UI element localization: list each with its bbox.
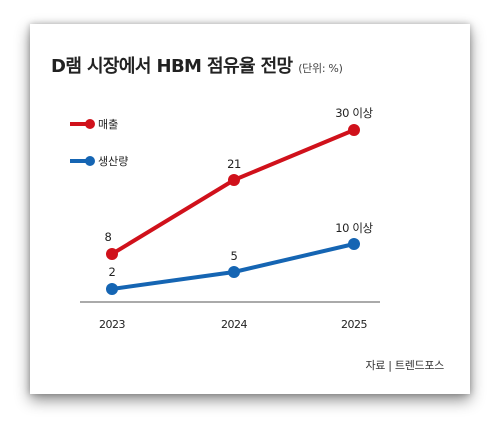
legend-label: 생산량 xyxy=(98,155,128,168)
x-tick-label: 2023 xyxy=(99,318,125,331)
data-point xyxy=(106,283,118,295)
data-point xyxy=(348,124,360,136)
data-point xyxy=(228,174,240,186)
data-label: 5 xyxy=(231,249,238,263)
x-tick-label: 2024 xyxy=(221,318,247,331)
data-point xyxy=(348,238,360,250)
legend-marker xyxy=(85,156,95,166)
legend-label: 매출 xyxy=(98,118,118,131)
data-label: 10 이상 xyxy=(335,221,373,235)
x-tick-label: 2025 xyxy=(341,318,367,331)
series-line-sales xyxy=(110,128,355,256)
chart-title: D램 시장에서 HBM 점유율 전망 (단위: %) xyxy=(51,52,343,78)
chart-unit: (단위: %) xyxy=(298,62,343,75)
source-note: 자료 | 트렌드포스 xyxy=(365,359,444,372)
data-label: 2 xyxy=(109,265,116,279)
data-point xyxy=(228,266,240,278)
data-label: 8 xyxy=(105,230,112,244)
data-point xyxy=(106,248,118,260)
data-label: 30 이상 xyxy=(335,106,373,120)
legend-marker xyxy=(85,119,95,129)
chart-card xyxy=(30,24,470,394)
data-label: 21 xyxy=(227,157,241,171)
chart-title-text: D램 시장에서 HBM 점유율 전망 xyxy=(51,56,293,77)
